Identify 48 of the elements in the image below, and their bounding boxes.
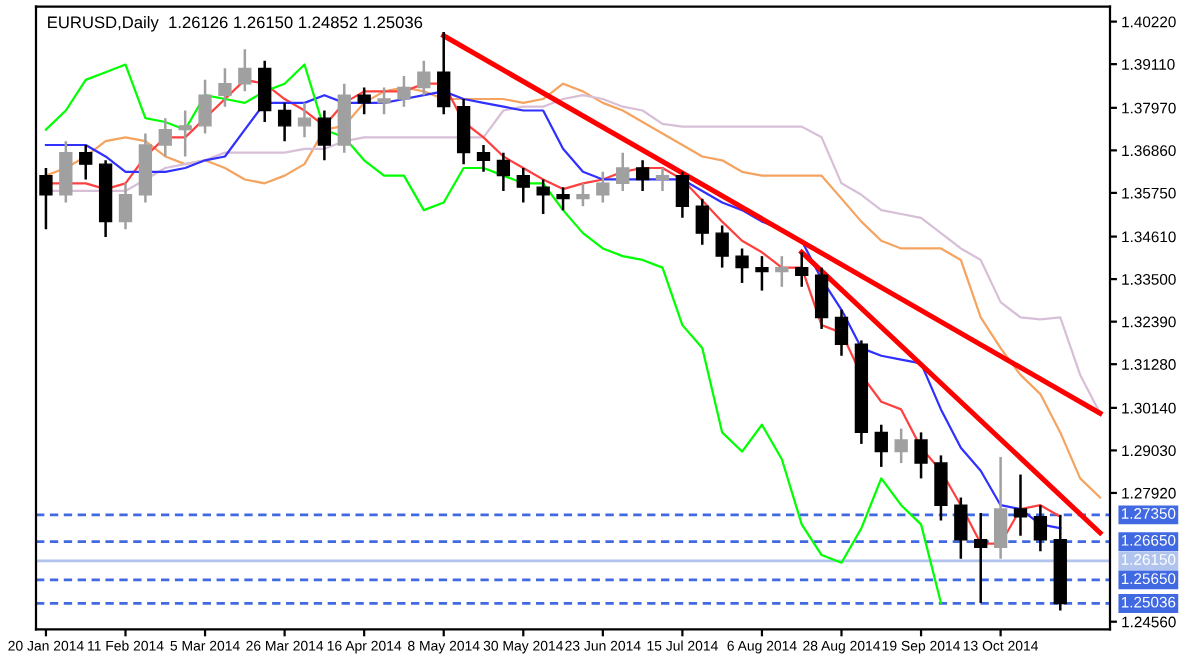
candlestick [954,496,968,561]
candlestick [775,254,789,289]
candlestick [496,151,511,193]
candlestick [735,247,749,285]
candlestick [635,159,650,193]
candlestick [377,86,391,116]
candlestick [715,224,729,269]
candlestick [655,166,670,193]
candlestick [596,170,610,204]
candlestick [456,97,471,166]
candlestick [814,266,829,331]
candlestick [277,101,292,143]
candlestick [317,109,332,162]
candlestick [1033,503,1048,553]
candlestick [238,47,252,93]
candlestick [198,78,212,135]
candlestick [695,197,709,246]
candlestick [79,143,93,181]
candlestick [178,109,192,158]
candlestick [556,185,570,212]
candlestick [1013,473,1028,538]
candlestick [59,139,73,204]
candlestick [974,511,988,605]
candlestick [616,151,630,193]
candlestick [118,182,133,231]
candlestick [576,182,590,208]
candlestick [437,30,451,116]
candlestick [755,254,769,292]
candlestick [834,308,849,358]
candlestick [516,166,530,204]
candlestick [675,170,690,220]
line-series [44,63,943,605]
candlestick [397,74,411,108]
candlestick [297,101,312,139]
candlestick [874,423,888,469]
candlestick [158,116,172,158]
candlestick [795,251,809,289]
text: EURUSD,Daily 1.26126 1.26150 1.24852 1.25036 [48,16,423,32]
candlestick [417,59,431,97]
candlestick [894,427,908,465]
candlestick [993,455,1008,561]
candlestick [476,143,491,174]
candlestick [934,454,948,522]
candlestick [357,86,371,116]
candlestick [536,178,550,216]
candlestick [258,59,272,124]
candlestick [218,67,232,108]
candlestick [914,431,928,480]
